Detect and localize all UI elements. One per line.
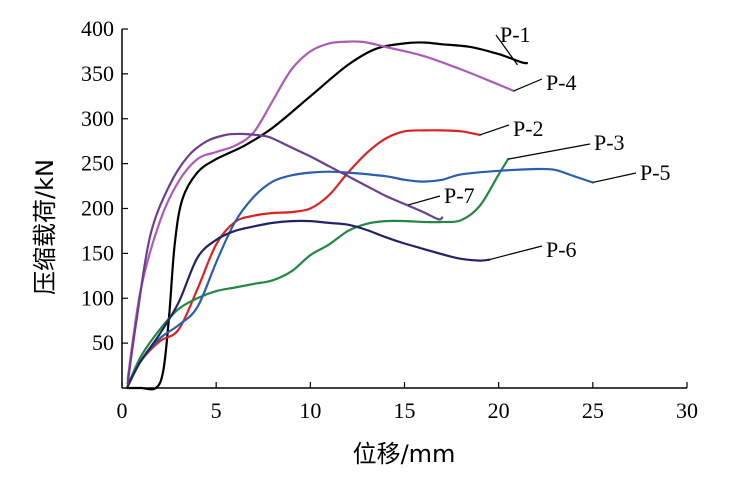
- series-label-p-6: P-6: [546, 237, 577, 262]
- y-axis-title: 压缩载荷/kN: [31, 159, 59, 295]
- series-line-p-4: [126, 40, 515, 381]
- leader-line-p-6: [489, 245, 543, 261]
- plot-lines: [126, 34, 637, 391]
- series-line-p-6: [126, 219, 491, 388]
- leader-line-p-5: [592, 172, 637, 184]
- y-tick-label: 300: [81, 106, 114, 131]
- x-tick-label: 30: [676, 398, 698, 423]
- y-tick-label: 150: [81, 240, 114, 265]
- series-label-p-7: P-7: [444, 183, 475, 208]
- leader-line-p-2: [479, 124, 510, 136]
- series-label-p-5: P-5: [640, 160, 671, 185]
- leader-line-p-4: [513, 78, 543, 92]
- x-tick-label: 10: [299, 398, 321, 423]
- series-label-p-1: P-1: [500, 22, 531, 47]
- y-tick-label: 100: [81, 285, 114, 310]
- leader-line-p-1: [495, 34, 518, 66]
- x-tick-label: 25: [582, 398, 604, 423]
- series-line-p-1: [126, 41, 528, 391]
- axes: [121, 29, 687, 389]
- series-line-p-5: [126, 167, 594, 388]
- ticks: [121, 28, 688, 388]
- series-labels: P-1 P-4P-2 P-3 P-5 P-6 P-7: [444, 22, 671, 262]
- leader-line-p-3: [507, 143, 591, 160]
- series-label-p-2: P-2: [513, 116, 544, 141]
- y-tick-label: 200: [81, 196, 114, 221]
- y-tick-label: 350: [81, 61, 114, 86]
- series-label-p-4: P-4: [546, 70, 577, 95]
- series-line-p-7: [126, 132, 444, 385]
- x-tick-label: 0: [117, 398, 128, 423]
- x-axis-title: 位移/mm: [353, 440, 456, 468]
- tick-labels: 0 5 10 15 20 25 30 50 100 150 200 250 300 350 400: [81, 16, 698, 423]
- leader-line-p-7: [408, 195, 441, 206]
- series-line-p-3: [126, 158, 510, 388]
- series-line-p-2: [126, 129, 481, 388]
- x-tick-label: 20: [488, 398, 510, 423]
- series-label-p-3: P-3: [594, 130, 625, 155]
- x-tick-label: 15: [394, 398, 416, 423]
- x-tick-label: 5: [211, 398, 222, 423]
- y-tick-label: 50: [92, 330, 114, 355]
- y-tick-label: 400: [81, 16, 114, 41]
- y-tick-label: 250: [81, 151, 114, 176]
